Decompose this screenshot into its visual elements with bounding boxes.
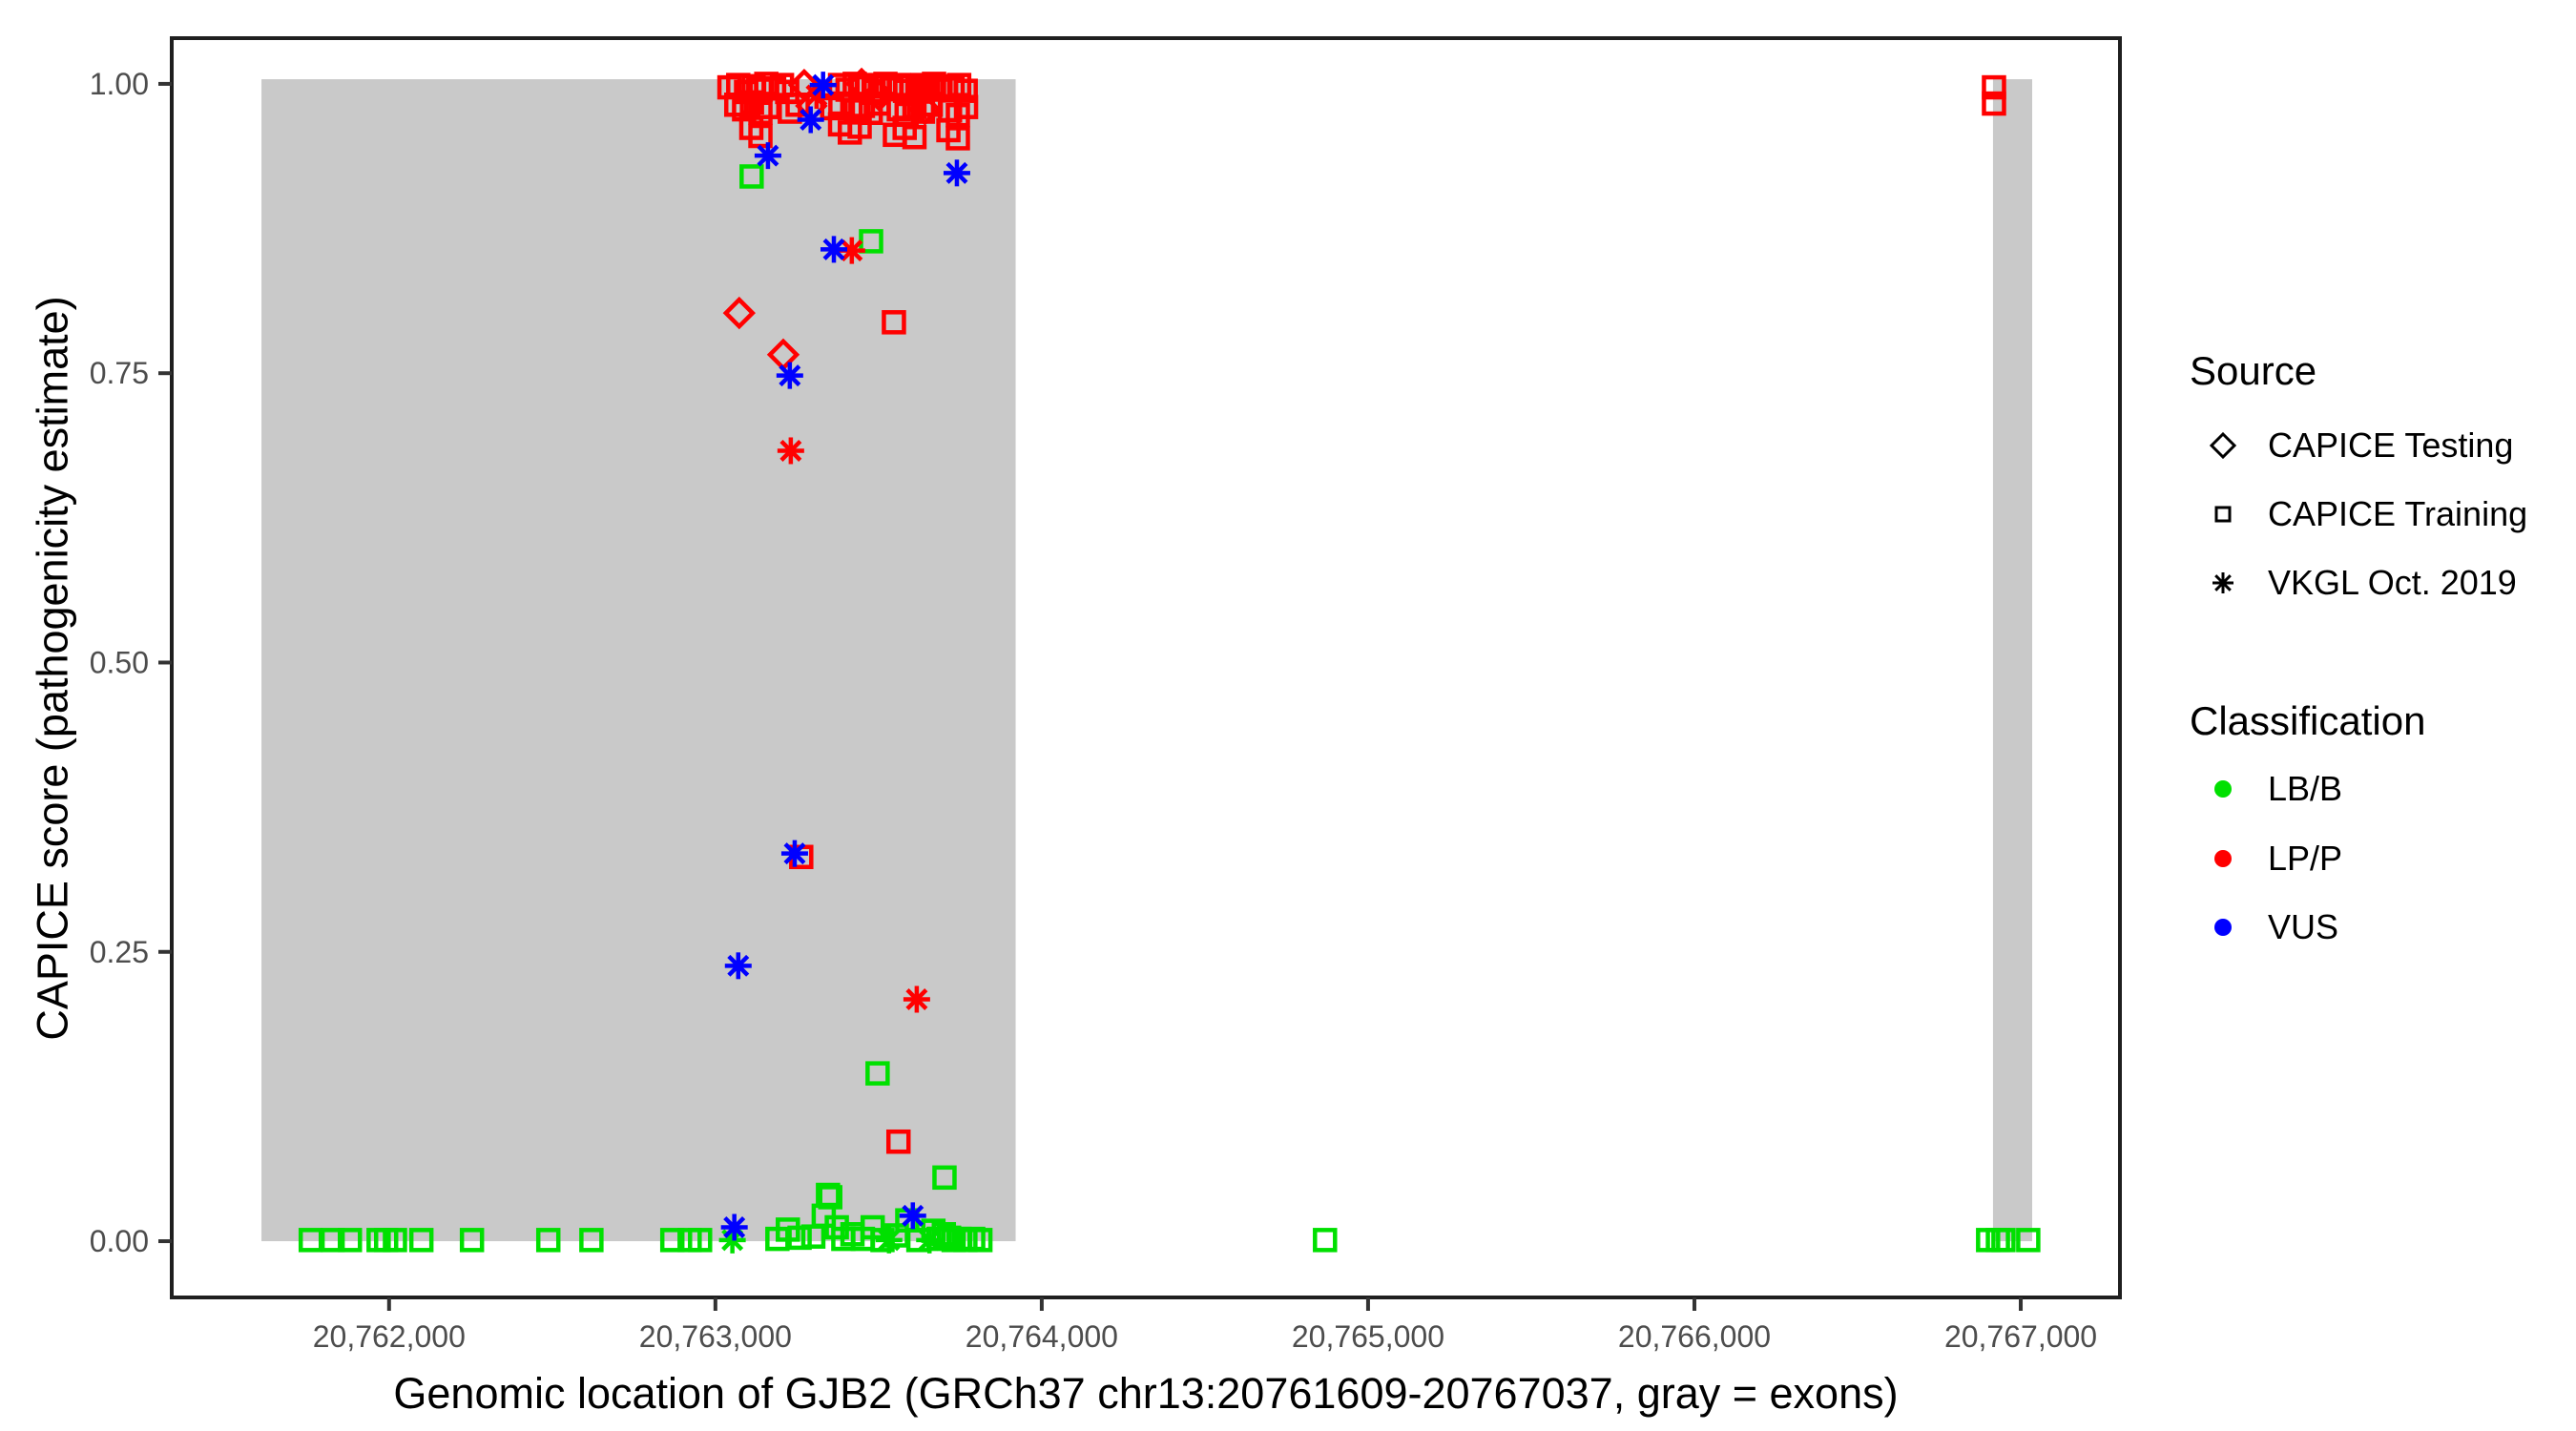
x-tick-label: 20,765,000 <box>1292 1319 1444 1354</box>
diamond-icon <box>2209 431 2237 460</box>
data-point-square <box>865 1061 890 1086</box>
data-point-square <box>338 1228 363 1253</box>
data-point-asterisk <box>841 239 863 262</box>
vus-color-dot-icon <box>2214 919 2232 936</box>
x-tick-label: 20,764,000 <box>966 1319 1118 1354</box>
data-point-square <box>902 124 927 150</box>
data-point-asterisk <box>800 109 822 132</box>
data-point-square <box>932 1165 957 1191</box>
x-tick-label: 20,767,000 <box>1944 1319 2097 1354</box>
data-point-square <box>320 1228 345 1253</box>
panel-border <box>170 36 2122 1299</box>
data-point-diamond <box>722 296 756 330</box>
legend-item-capice-testing: CAPICE Testing <box>2201 411 2513 480</box>
y-tick-label: 0.00 <box>90 1224 149 1258</box>
data-point-square <box>1313 1228 1338 1253</box>
data-point-diamond <box>908 93 942 126</box>
legend-item-lbb: LB/B <box>2201 755 2342 823</box>
y-axis-title: CAPICE score (pathogenicity estimate) <box>28 296 77 1041</box>
data-point-asterisk <box>723 1215 746 1238</box>
legend-item-lpp: LP/P <box>2201 824 2342 893</box>
data-point-diamond <box>862 78 896 113</box>
data-point-square <box>787 1225 812 1251</box>
legend-label: LB/B <box>2268 769 2343 808</box>
data-point-asterisk <box>812 73 835 96</box>
y-tick-label: 0.50 <box>90 645 149 679</box>
data-point-square <box>847 114 872 139</box>
data-point-square <box>739 164 764 189</box>
legend-label: CAPICE Training <box>2268 494 2528 533</box>
legend-item-capice-training: CAPICE Training <box>2201 480 2527 549</box>
legend-label: VKGL Oct. 2019 <box>2268 563 2517 602</box>
data-point-square <box>535 1228 561 1253</box>
asterisk-icon <box>2212 572 2233 593</box>
data-point-square <box>579 1228 604 1253</box>
legend-item-vkgl: VKGL Oct. 2019 <box>2201 549 2517 617</box>
data-point-square <box>2016 1228 2041 1253</box>
x-tick-label: 20,762,000 <box>313 1319 466 1354</box>
legend-label: LP/P <box>2268 839 2343 878</box>
data-point-square <box>383 1228 407 1253</box>
data-point-asterisk <box>822 238 845 260</box>
exon-region <box>1992 79 2032 1242</box>
data-point-asterisk <box>757 144 779 167</box>
data-point-asterisk <box>905 988 928 1010</box>
y-tick-label: 1.00 <box>90 67 149 101</box>
legend-label: VUS <box>2268 907 2339 946</box>
data-point-square <box>967 1228 993 1253</box>
data-point-asterisk <box>727 954 750 977</box>
data-point-diamond <box>844 67 879 101</box>
data-point-square <box>459 1228 485 1253</box>
exon-region <box>261 79 1016 1242</box>
lpp-color-dot-icon <box>2214 850 2232 867</box>
data-point-asterisk <box>918 1229 941 1252</box>
data-point-square <box>953 94 979 119</box>
legend-item-vus: VUS <box>2201 893 2338 962</box>
data-point-square <box>882 310 906 335</box>
x-tick-label: 20,766,000 <box>1618 1319 1771 1354</box>
data-point-asterisk <box>779 439 802 462</box>
data-point-square <box>1991 1228 2016 1253</box>
data-point-asterisk <box>783 842 806 865</box>
square-icon <box>2214 506 2232 523</box>
data-point-square <box>778 99 802 124</box>
x-tick-label: 20,763,000 <box>639 1319 792 1354</box>
data-point-asterisk <box>945 161 968 184</box>
data-point-square <box>659 1228 685 1253</box>
y-tick-label: 0.25 <box>90 935 149 969</box>
data-point-square <box>818 1185 842 1210</box>
data-point-square <box>688 1228 713 1253</box>
data-point-asterisk <box>878 1229 901 1252</box>
lbb-color-dot-icon <box>2214 780 2232 798</box>
data-point-square <box>1982 74 2006 100</box>
legend-label: CAPICE Testing <box>2268 425 2514 465</box>
x-axis-title: Genomic location of GJB2 (GRCh37 chr13:2… <box>393 1369 1899 1418</box>
data-point-asterisk <box>902 1204 924 1227</box>
legend-classification-title: Classification <box>2190 698 2426 743</box>
legend-source-title: Source <box>2190 348 2317 393</box>
data-point-square <box>945 126 970 151</box>
data-point-square <box>408 1228 434 1253</box>
data-point-asterisk <box>779 364 801 387</box>
data-point-square <box>723 93 749 117</box>
data-point-square <box>953 78 978 103</box>
data-point-square <box>885 1129 911 1154</box>
data-point-square <box>1982 91 2006 116</box>
y-tick-label: 0.75 <box>90 356 149 390</box>
